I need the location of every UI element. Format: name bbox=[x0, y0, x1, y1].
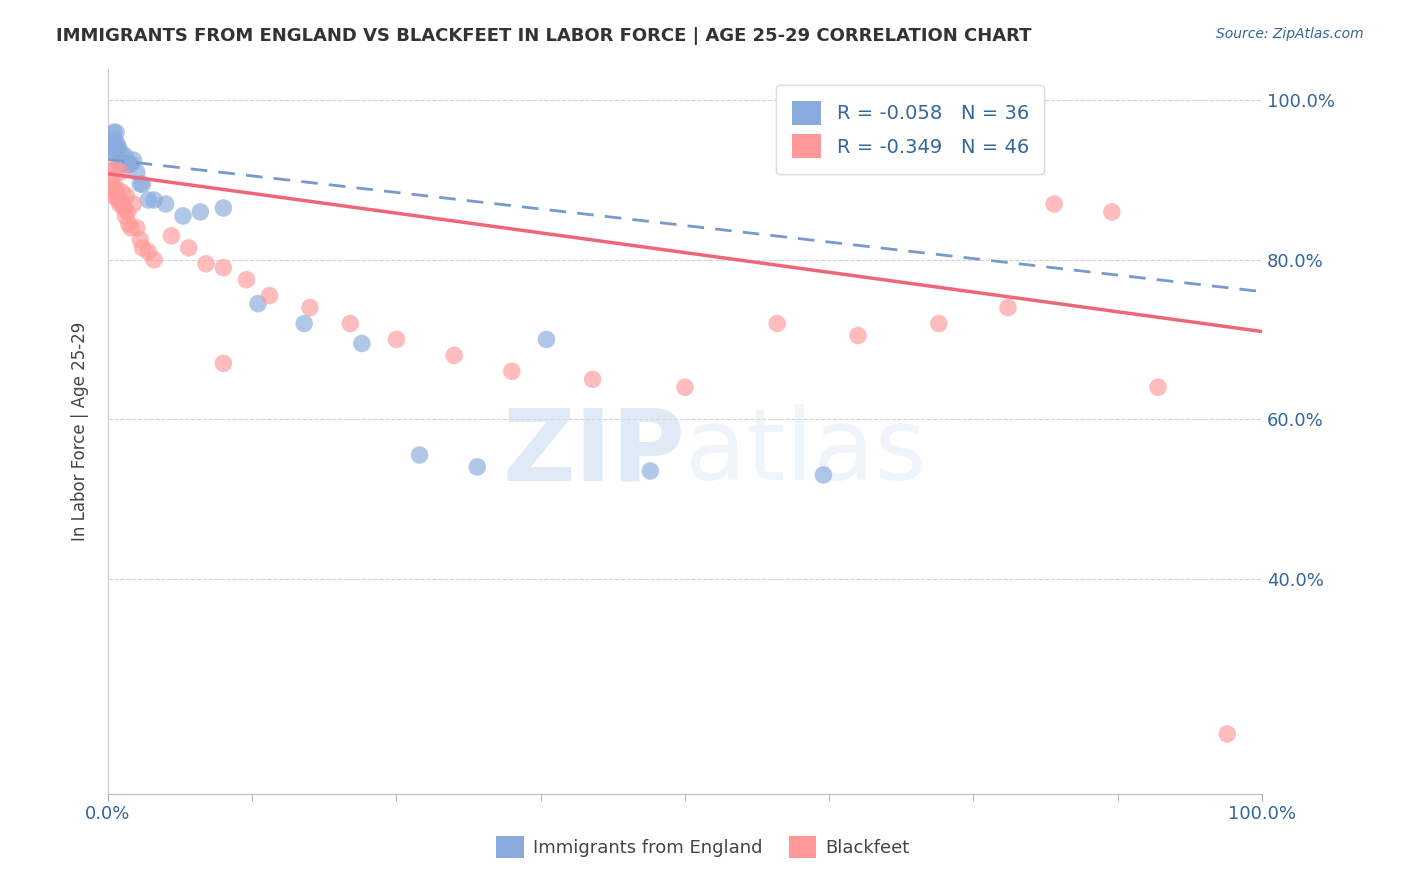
Point bbox=[131, 177, 153, 191]
Text: ZIP: ZIP bbox=[502, 404, 685, 501]
Point bbox=[536, 333, 558, 347]
Point bbox=[104, 161, 127, 175]
Point bbox=[212, 356, 235, 370]
Point bbox=[120, 157, 142, 171]
Point bbox=[298, 301, 321, 315]
Point bbox=[138, 193, 160, 207]
Point bbox=[339, 317, 361, 331]
Point bbox=[259, 288, 281, 302]
Point bbox=[111, 157, 134, 171]
Point bbox=[385, 333, 408, 347]
Point bbox=[111, 157, 134, 171]
Point bbox=[122, 197, 145, 211]
Point bbox=[111, 197, 134, 211]
Point bbox=[195, 257, 218, 271]
Point bbox=[103, 141, 125, 155]
Point bbox=[813, 467, 835, 482]
Point bbox=[172, 209, 194, 223]
Point bbox=[103, 125, 125, 139]
Point bbox=[292, 317, 315, 331]
Point bbox=[138, 244, 160, 259]
Point bbox=[350, 336, 373, 351]
Point bbox=[100, 173, 122, 187]
Point bbox=[766, 317, 789, 331]
Point bbox=[501, 364, 523, 378]
Point bbox=[1147, 380, 1170, 394]
Point bbox=[114, 209, 136, 223]
Point bbox=[107, 193, 129, 207]
Point bbox=[582, 372, 605, 386]
Text: Source: ZipAtlas.com: Source: ZipAtlas.com bbox=[1216, 27, 1364, 41]
Point bbox=[212, 201, 235, 215]
Point bbox=[129, 177, 152, 191]
Point bbox=[105, 145, 128, 160]
Point bbox=[122, 153, 145, 168]
Point bbox=[155, 197, 177, 211]
Y-axis label: In Labor Force | Age 25-29: In Labor Force | Age 25-29 bbox=[72, 321, 89, 541]
Point bbox=[112, 201, 135, 215]
Point bbox=[212, 260, 235, 275]
Point bbox=[104, 133, 127, 147]
Point bbox=[235, 273, 257, 287]
Point bbox=[101, 181, 124, 195]
Point bbox=[107, 141, 129, 155]
Point bbox=[105, 137, 128, 152]
Legend: R = -0.058   N = 36, R = -0.349   N = 46: R = -0.058 N = 36, R = -0.349 N = 46 bbox=[776, 86, 1045, 174]
Point bbox=[118, 217, 141, 231]
Point bbox=[443, 348, 465, 362]
Point bbox=[997, 301, 1019, 315]
Point bbox=[143, 252, 166, 267]
Text: atlas: atlas bbox=[685, 404, 927, 501]
Point bbox=[640, 464, 662, 478]
Point bbox=[105, 181, 128, 195]
Point bbox=[673, 380, 696, 394]
Point bbox=[120, 220, 142, 235]
Point bbox=[125, 165, 148, 179]
Point bbox=[115, 157, 138, 171]
Point bbox=[246, 296, 269, 310]
Point bbox=[125, 220, 148, 235]
Point bbox=[846, 328, 869, 343]
Legend: Immigrants from England, Blackfeet: Immigrants from England, Blackfeet bbox=[489, 829, 917, 865]
Point bbox=[98, 165, 121, 179]
Point bbox=[105, 125, 128, 139]
Point bbox=[108, 157, 131, 171]
Point bbox=[465, 459, 488, 474]
Point bbox=[105, 189, 128, 203]
Point bbox=[117, 205, 139, 219]
Point bbox=[408, 448, 430, 462]
Point bbox=[103, 189, 125, 203]
Point bbox=[100, 145, 122, 160]
Point bbox=[98, 137, 121, 152]
Point bbox=[1043, 197, 1066, 211]
Point bbox=[160, 228, 183, 243]
Point bbox=[188, 205, 211, 219]
Point bbox=[118, 157, 141, 171]
Point bbox=[108, 197, 131, 211]
Point bbox=[110, 165, 132, 179]
Point bbox=[129, 233, 152, 247]
Point bbox=[1101, 205, 1123, 219]
Point bbox=[928, 317, 950, 331]
Point bbox=[115, 189, 138, 203]
Text: IMMIGRANTS FROM ENGLAND VS BLACKFEET IN LABOR FORCE | AGE 25-29 CORRELATION CHAR: IMMIGRANTS FROM ENGLAND VS BLACKFEET IN … bbox=[56, 27, 1032, 45]
Point bbox=[177, 241, 200, 255]
Point bbox=[143, 193, 166, 207]
Point bbox=[110, 145, 132, 160]
Point bbox=[131, 241, 153, 255]
Point bbox=[101, 137, 124, 152]
Point bbox=[111, 185, 134, 199]
Point bbox=[114, 149, 136, 163]
Point bbox=[1216, 727, 1239, 741]
